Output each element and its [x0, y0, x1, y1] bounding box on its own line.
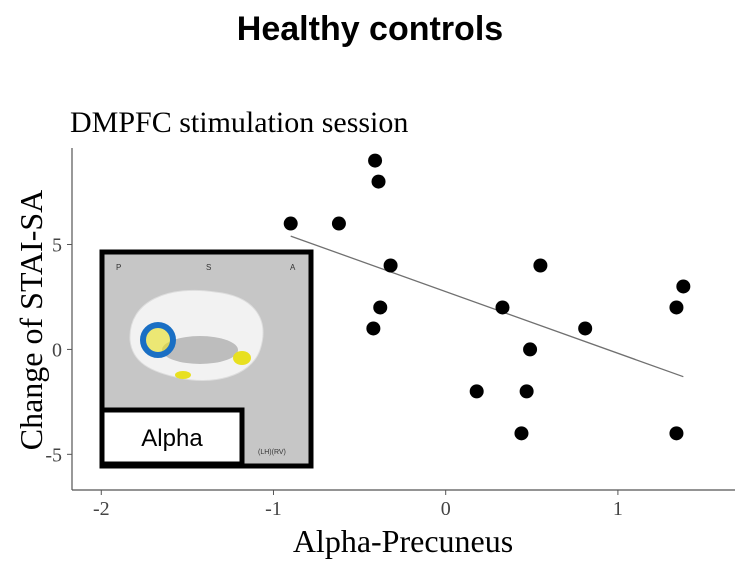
roi-marker: [140, 322, 176, 358]
chart-title: Healthy controls: [237, 10, 503, 48]
x-tick-label: -1: [265, 498, 282, 520]
activation: [233, 351, 251, 365]
chart-subtitle: DMPFC stimulation session: [70, 106, 408, 139]
x-tick-label: -2: [93, 498, 110, 520]
trendline: [290, 235, 684, 378]
band-box: [99, 407, 245, 467]
band-label: Alpha: [141, 425, 203, 452]
point: [495, 300, 510, 315]
point: [283, 216, 298, 231]
point: [514, 426, 529, 441]
activation: [175, 371, 191, 379]
point: [578, 321, 593, 336]
point: [383, 258, 398, 273]
x-axis-title: Alpha-Precuneus: [293, 523, 513, 559]
point: [669, 426, 684, 441]
point: [523, 342, 538, 357]
inset-image: P S A (LH)(RV) Alpha: [99, 249, 314, 469]
point: [676, 279, 691, 294]
y-tick-label: -5: [45, 444, 62, 466]
x-tick-label: 0: [441, 498, 451, 520]
orientation-label: P: [116, 263, 121, 272]
point: [519, 384, 534, 399]
point: [368, 153, 383, 168]
orientation-label: S: [206, 263, 211, 272]
point: [366, 321, 381, 336]
y-tick-label: 5: [52, 235, 62, 257]
point: [331, 216, 346, 231]
point: [669, 300, 684, 315]
y-axis-title: Change of STAI-SA: [13, 190, 49, 451]
y-tick-label: 0: [52, 339, 62, 361]
point: [469, 384, 484, 399]
x-tick-label: 1: [613, 498, 623, 520]
point: [373, 300, 388, 315]
brain-inner: [162, 336, 238, 364]
view-label: (LH)(RV): [258, 449, 286, 456]
orientation-label: A: [290, 263, 296, 272]
point: [533, 258, 548, 273]
point: [371, 174, 386, 189]
